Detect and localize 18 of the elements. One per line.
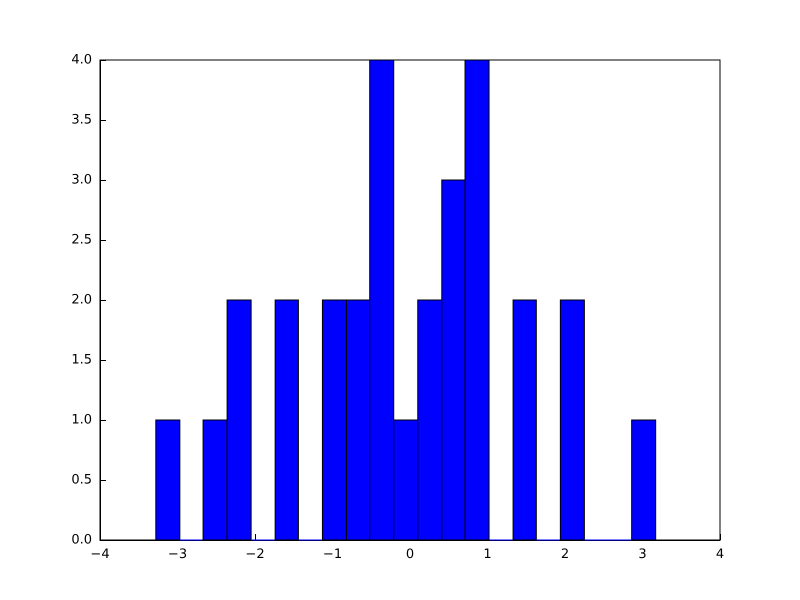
y-tick-label: 3.0 (71, 172, 92, 188)
x-tick-label: −1 (322, 547, 342, 562)
y-tick-label: 3.5 (71, 112, 92, 128)
x-tick-label: 0 (406, 547, 414, 562)
y-tick-label: 2.0 (71, 292, 92, 308)
y-tick-label: 0.0 (71, 532, 92, 548)
x-tick-label: 4 (716, 547, 724, 562)
x-tick-label: 1 (483, 547, 492, 562)
x-tick-label: −4 (90, 547, 110, 562)
y-tick-label: 4.0 (71, 52, 92, 68)
y-tick-label: 2.5 (71, 232, 92, 248)
y-tick-label: 0.5 (71, 472, 92, 488)
y-tick-label: 1.0 (71, 412, 92, 428)
y-tick-label: 1.5 (71, 352, 92, 368)
x-tick-label: 3 (638, 547, 647, 562)
x-tick-label: −2 (245, 547, 265, 562)
x-tick-label: 2 (560, 547, 570, 562)
x-tick-label: −3 (168, 547, 188, 562)
